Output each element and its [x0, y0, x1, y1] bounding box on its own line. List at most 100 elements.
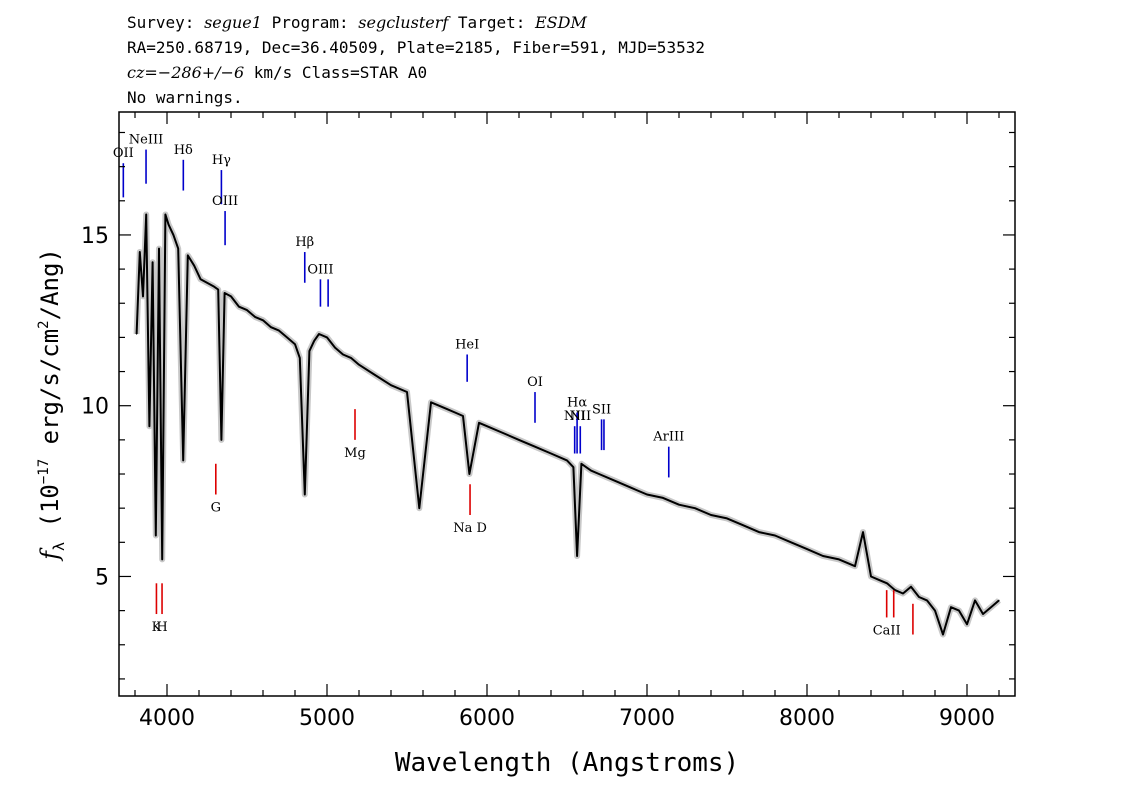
flux-point — [678, 504, 680, 506]
flux-point — [894, 589, 896, 591]
flux-point — [502, 432, 504, 434]
absorption-line-label: CaII — [873, 623, 901, 638]
flux-point — [576, 555, 578, 557]
flux-point — [534, 446, 536, 448]
flux-point — [139, 251, 141, 253]
flux-point — [630, 487, 632, 489]
x-tick-label: 7000 — [619, 706, 675, 731]
flux-point — [220, 439, 222, 441]
emission-line-label: NeIII — [129, 133, 163, 148]
flux-point — [950, 606, 952, 608]
flux-point — [454, 411, 456, 414]
flux-point — [148, 425, 150, 427]
flux-point — [145, 213, 147, 216]
flux-point — [966, 623, 968, 625]
cz-value: −286+/−6 — [157, 63, 245, 82]
flux-point — [299, 357, 301, 359]
flux-point — [990, 606, 992, 608]
flux-point — [710, 514, 712, 516]
emission-line-label: Hβ — [295, 235, 314, 250]
flux-point — [806, 548, 808, 550]
emission-line-label: NII — [564, 409, 586, 424]
cz-rest: km/s Class=STAR A0 — [244, 63, 428, 82]
program-label: Program: — [271, 13, 349, 32]
flux-point — [406, 391, 408, 393]
flux-point — [566, 459, 568, 461]
emission-line-label: Hγ — [212, 153, 231, 168]
flux-point — [726, 517, 728, 520]
emission-line-label: OIII — [307, 262, 333, 277]
emission-line-label: SII — [592, 402, 611, 417]
flux-point — [878, 579, 880, 581]
absorption-line-label: Na D — [453, 521, 487, 536]
flux-point — [206, 282, 208, 284]
flux-point — [998, 599, 1000, 602]
flux-point — [742, 524, 744, 526]
flux-point — [958, 610, 960, 612]
flux-point — [430, 401, 432, 403]
flux-point — [164, 213, 166, 216]
x-tick-label: 4000 — [139, 706, 195, 731]
flux-point — [580, 463, 583, 465]
svg-text:fλ (10−17 erg/s/cm2/Ang): fλ (10−17 erg/s/cm2/Ang) — [36, 248, 68, 562]
flux-point — [152, 261, 154, 263]
flux-point — [822, 555, 824, 557]
flux-point — [468, 473, 470, 475]
absorption-line-label: K — [152, 620, 162, 635]
flux-point — [168, 224, 170, 226]
target-value: ESDM — [535, 13, 587, 32]
flux-point — [518, 439, 520, 441]
flux-point — [478, 422, 480, 424]
header-line-3: cz=−286+/−6 km/s Class=STAR A0 — [127, 62, 427, 84]
flux-point — [308, 350, 310, 352]
flux-series-line — [135, 213, 1000, 636]
flux-point — [200, 278, 202, 280]
flux-point — [870, 575, 872, 578]
emission-line-label: ArIII — [652, 430, 684, 445]
emission-line-label: Hα — [567, 396, 587, 411]
flux-point — [598, 473, 600, 475]
emission-line-label: NII — [569, 409, 591, 424]
flux-point — [270, 326, 272, 328]
flux-point — [304, 493, 306, 496]
x-tick-label: 8000 — [779, 706, 835, 731]
header-line-2: RA=250.68719, Dec=36.40509, Plate=2185, … — [127, 38, 705, 57]
flux-point — [926, 599, 928, 602]
emission-line-label: Hδ — [174, 143, 193, 158]
flux-point — [350, 357, 352, 359]
x-tick-label: 9000 — [939, 706, 995, 731]
flux-point — [318, 333, 320, 335]
flux-point — [694, 507, 696, 509]
y-tick-label: 5 — [95, 565, 109, 590]
x-tick-label: 6000 — [459, 706, 515, 731]
survey-label: Survey: — [127, 13, 195, 32]
flux-point — [486, 425, 488, 427]
flux-point — [177, 248, 179, 250]
flux-point — [246, 309, 248, 311]
flux-point — [136, 333, 138, 335]
y-tick-label: 10 — [81, 395, 109, 420]
flux-point — [438, 405, 440, 407]
flux-point — [590, 470, 592, 472]
header-line-1: Survey: segue1 Program: segclusterf Targ… — [127, 12, 587, 34]
flux-point — [278, 330, 280, 332]
flux-point — [758, 531, 760, 533]
emission-line-label: HeI — [455, 337, 479, 352]
flux-point — [294, 343, 296, 345]
flux-point — [550, 452, 552, 455]
flux-point — [390, 384, 392, 386]
y-axis-label: fλ (10−17 erg/s/cm2/Ang) — [36, 248, 68, 562]
plot-frame — [118, 111, 1016, 697]
flux-point — [572, 466, 575, 468]
flux-point — [918, 596, 920, 598]
flux-point — [182, 459, 184, 461]
flux-point — [418, 507, 420, 509]
emission-line-label: OI — [527, 375, 543, 390]
flux-point — [910, 586, 912, 588]
flux-point — [155, 534, 157, 537]
flux-point — [334, 347, 336, 349]
flux-point — [790, 541, 792, 543]
flux-point — [193, 265, 195, 267]
